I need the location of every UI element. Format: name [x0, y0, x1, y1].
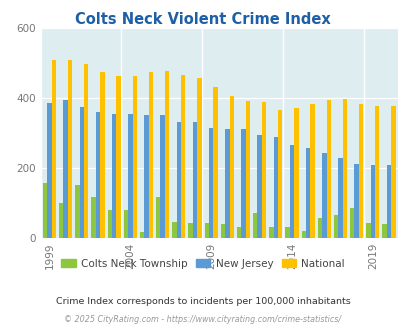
Legend: Colts Neck Township, New Jersey, National: Colts Neck Township, New Jersey, Nationa…	[57, 254, 348, 273]
Bar	[342, 99, 346, 238]
Bar	[204, 223, 209, 238]
Bar	[229, 96, 233, 238]
Bar	[370, 165, 374, 238]
Bar	[382, 224, 386, 238]
Bar	[257, 135, 261, 238]
Bar	[349, 208, 354, 238]
Bar	[164, 71, 169, 238]
Bar	[252, 213, 257, 238]
Bar	[128, 114, 132, 238]
Bar	[321, 153, 326, 238]
Bar	[43, 183, 47, 238]
Bar	[305, 148, 309, 238]
Bar	[91, 197, 96, 238]
Bar	[96, 112, 100, 238]
Bar	[301, 231, 305, 238]
Bar	[261, 102, 266, 238]
Bar	[213, 87, 217, 238]
Bar	[374, 106, 378, 238]
Bar	[116, 76, 120, 238]
Bar	[144, 115, 148, 238]
Bar	[285, 227, 289, 238]
Bar	[209, 128, 213, 238]
Bar	[176, 122, 181, 238]
Bar	[63, 100, 68, 238]
Bar	[220, 224, 225, 238]
Bar	[75, 185, 79, 238]
Bar	[188, 223, 192, 238]
Bar	[112, 114, 116, 238]
Bar	[160, 115, 164, 238]
Bar	[237, 227, 241, 238]
Bar	[289, 145, 294, 238]
Bar	[245, 101, 249, 238]
Bar	[277, 110, 281, 238]
Bar	[317, 218, 321, 238]
Bar	[358, 104, 362, 238]
Bar	[156, 197, 160, 238]
Bar	[197, 78, 201, 238]
Bar	[107, 210, 112, 238]
Bar	[386, 165, 390, 238]
Bar	[241, 129, 245, 238]
Bar	[51, 60, 56, 238]
Bar	[365, 222, 370, 238]
Bar	[294, 108, 298, 238]
Bar	[192, 122, 197, 238]
Bar	[309, 104, 314, 238]
Text: © 2025 CityRating.com - https://www.cityrating.com/crime-statistics/: © 2025 CityRating.com - https://www.city…	[64, 315, 341, 324]
Bar	[47, 103, 51, 238]
Bar	[337, 158, 342, 238]
Bar	[84, 64, 88, 238]
Bar	[354, 164, 358, 238]
Bar	[148, 72, 153, 238]
Bar	[390, 106, 394, 238]
Bar	[181, 75, 185, 238]
Text: Crime Index corresponds to incidents per 100,000 inhabitants: Crime Index corresponds to incidents per…	[55, 297, 350, 307]
Bar	[273, 137, 277, 238]
Bar	[79, 107, 84, 238]
Bar	[333, 215, 337, 238]
Bar	[124, 210, 128, 238]
Bar	[59, 203, 63, 238]
Bar	[225, 129, 229, 238]
Bar	[100, 72, 104, 238]
Bar	[172, 222, 176, 238]
Bar	[326, 100, 330, 238]
Bar	[269, 227, 273, 238]
Text: Colts Neck Violent Crime Index: Colts Neck Violent Crime Index	[75, 12, 330, 26]
Bar	[68, 60, 72, 238]
Bar	[140, 232, 144, 238]
Bar	[132, 76, 136, 238]
